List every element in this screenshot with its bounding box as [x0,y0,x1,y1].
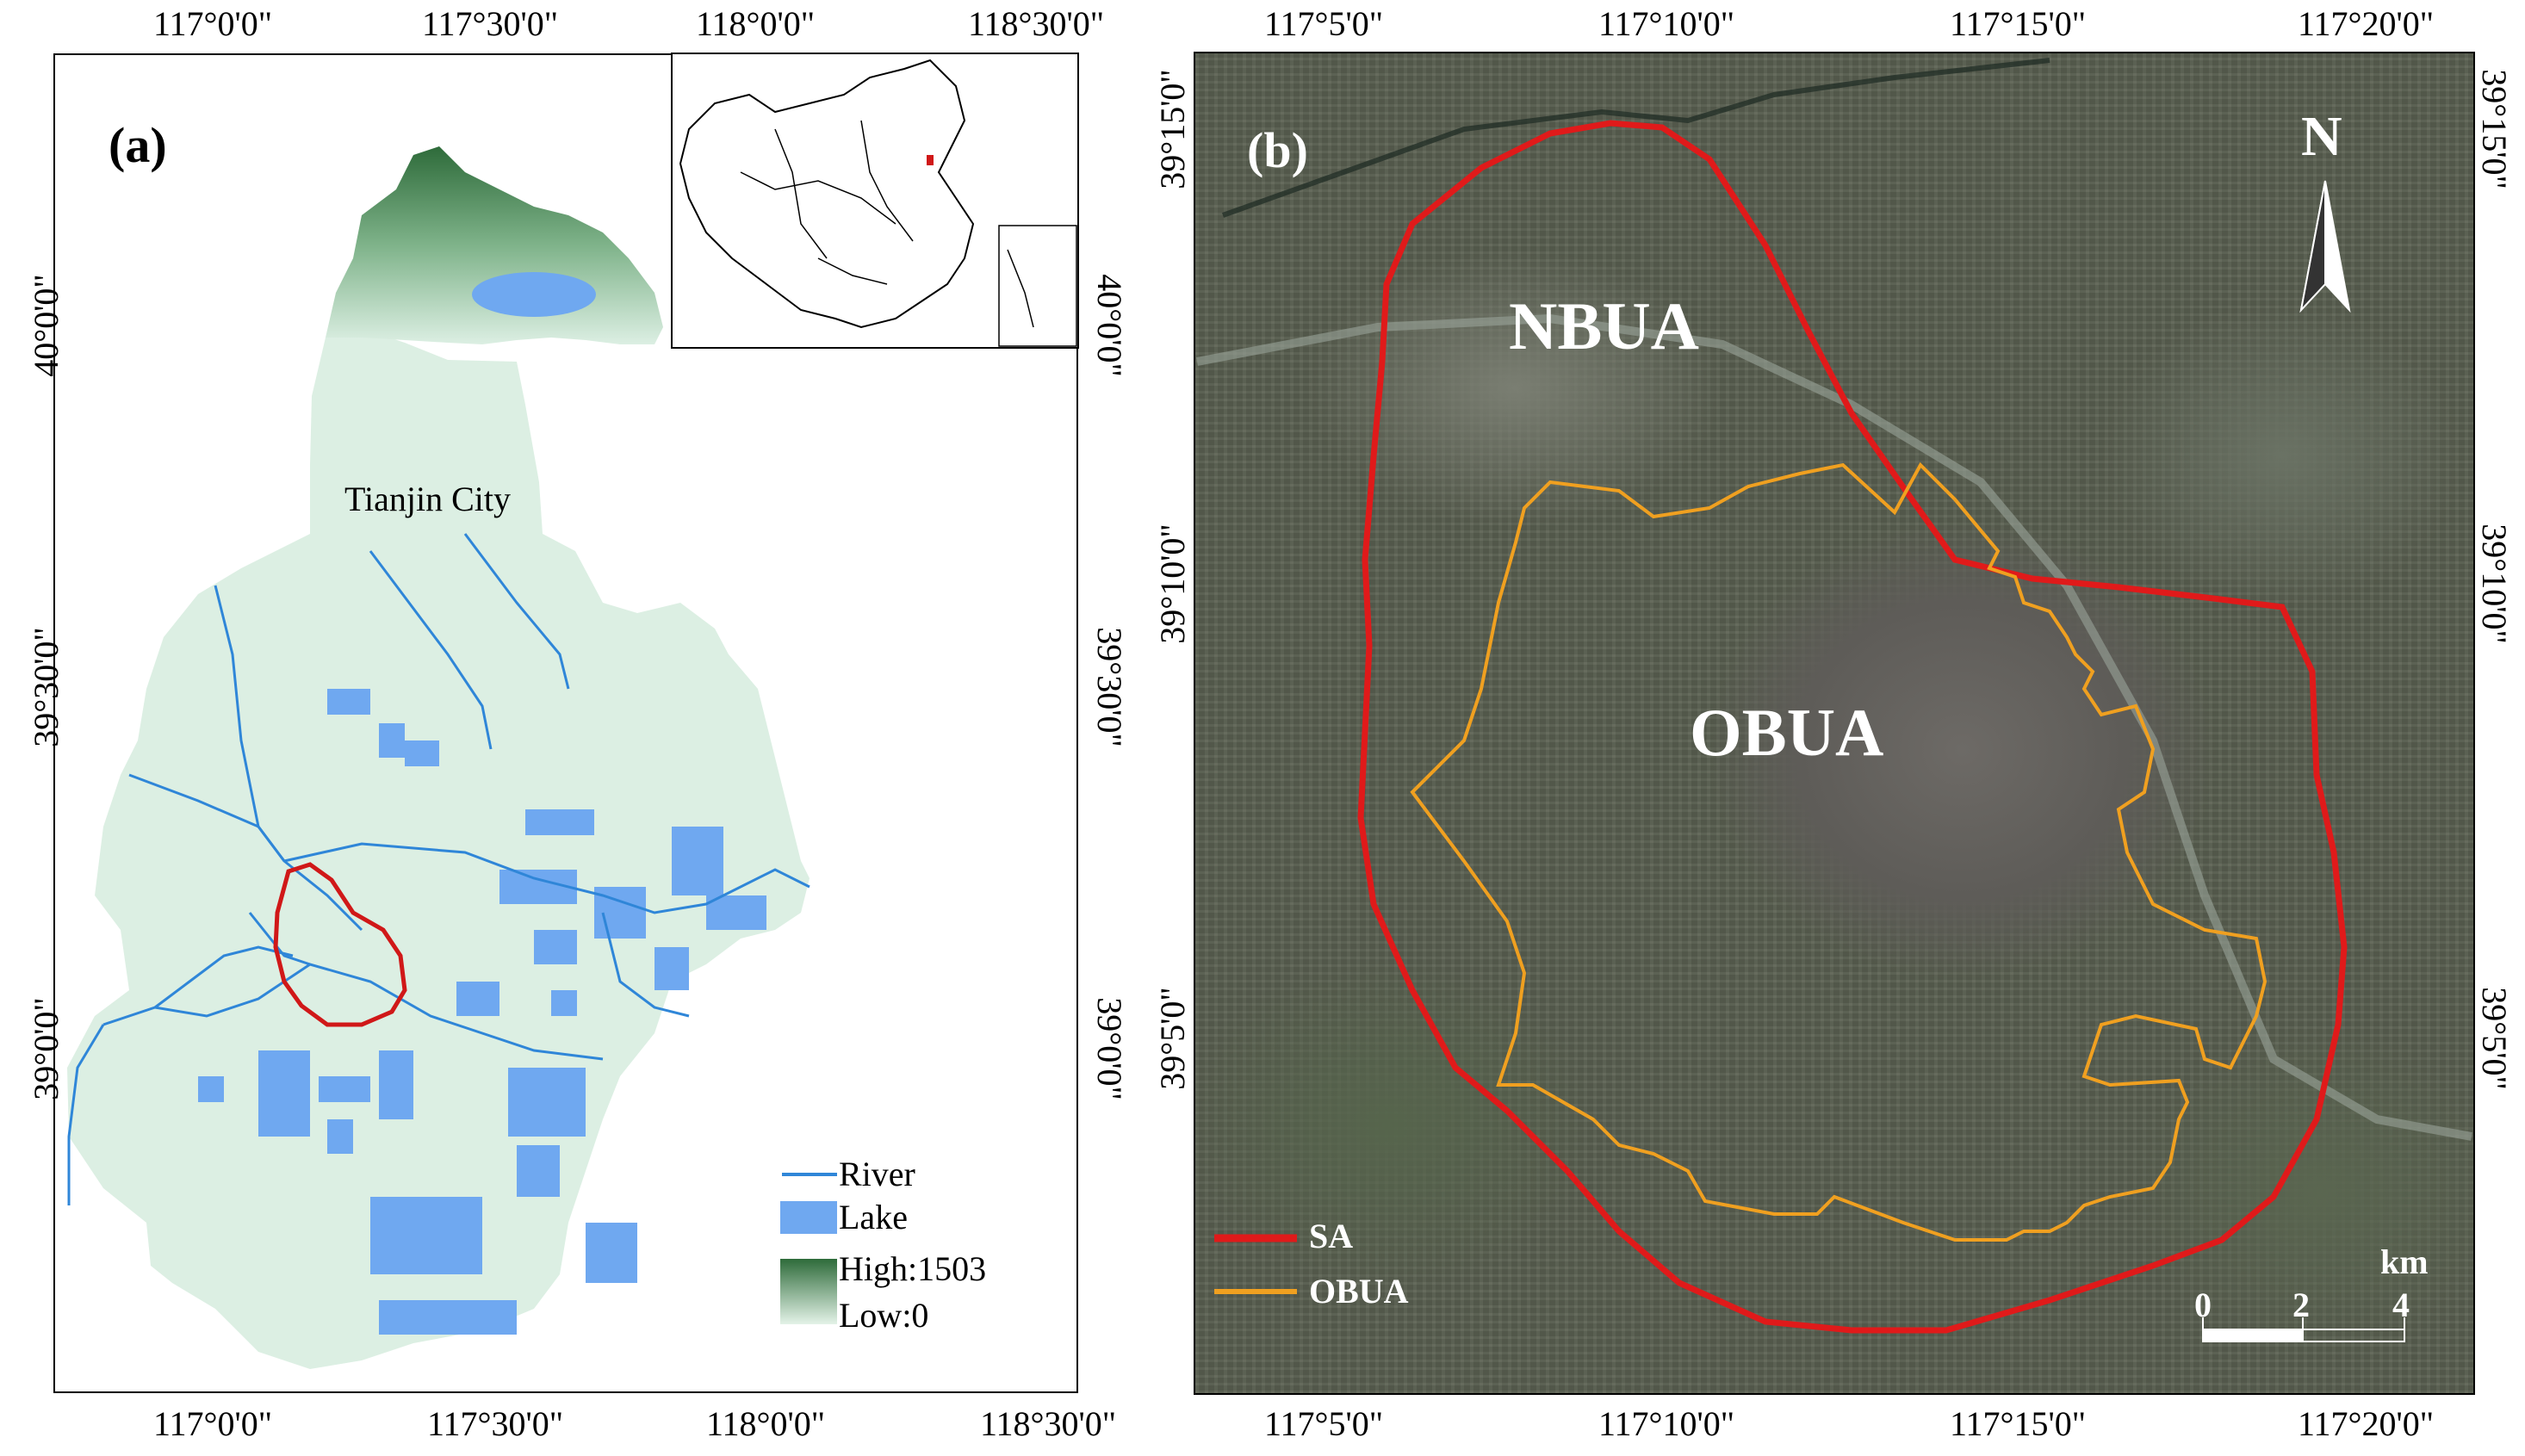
tianjin-city-label: Tianjin City [344,480,512,518]
panel-a-bottom-tick: 117°30'0" [427,1404,564,1443]
panel-b-left-tick: 39°5'0" [1153,987,1192,1090]
panel-b-left-tick: 39°15'0" [1153,69,1192,189]
panel-a-bottom-tick: 117°0'0" [153,1404,273,1443]
panel-a-left-tick: 39°0'0" [27,997,65,1100]
legend-sa-label: SA [1309,1217,1354,1255]
panel-b-top-tick: 117°5'0" [1264,4,1384,43]
legend-high-label: High:1503 [839,1249,987,1288]
panel-b-bottom-tick: 117°15'0" [1950,1404,2087,1443]
panel-b-top-tick: 117°10'0" [1598,4,1735,43]
panel-a-right-tick: 40°0'0" [1090,274,1129,377]
panel-a-left-tick: 39°30'0" [27,627,65,747]
panel-b-label: (b) [1247,122,1308,178]
panel-a-bottom-tick: 118°30'0" [980,1404,1117,1443]
nbua-label: NBUA [1509,288,1700,363]
panel-b-bottom-tick: 117°20'0" [2298,1404,2435,1443]
panel-b-top-tick: 117°15'0" [1950,4,2087,43]
north-arrow-label: N [2301,105,2342,168]
legend-lake-label: Lake [839,1198,908,1236]
panel-b-bottom-tick: 117°10'0" [1598,1404,1735,1443]
panel-a-label: (a) [109,117,167,173]
scale-label-2: 2 [2292,1286,2310,1324]
scale-unit-label: km [2380,1242,2429,1281]
scale-label-0: 0 [2194,1286,2212,1324]
panel-a-top-tick: 118°30'0" [968,4,1105,43]
panel-b-bottom-tick: 117°5'0" [1264,1404,1384,1443]
scale-label-4: 4 [2392,1286,2410,1324]
panel-a-top-tick: 118°0'0" [696,4,816,43]
panel-b-top-tick: 117°20'0" [2298,4,2435,43]
panel-a-right-tick: 39°0'0" [1090,997,1129,1100]
panel-b-left-tick: 39°10'0" [1153,524,1192,644]
panel-a-right-tick: 39°30'0" [1090,627,1129,747]
panel-a-left-tick: 40°0'0" [27,274,65,377]
panel-b-right-tick: 39°15'0" [2475,69,2514,189]
panel-b-frame [1194,52,2475,1395]
panel-b-right-tick: 39°5'0" [2475,987,2514,1090]
obua-label: OBUA [1690,695,1884,770]
panel-a-frame [53,53,1078,1393]
panel-a-top-tick: 117°30'0" [422,4,559,43]
legend-obua-label: OBUA [1309,1272,1409,1310]
legend-river-label: River [839,1155,915,1193]
legend-low-label: Low:0 [839,1296,929,1335]
panel-b-right-tick: 39°10'0" [2475,524,2514,644]
panel-a-top-tick: 117°0'0" [153,4,273,43]
panel-a-bottom-tick: 118°0'0" [706,1404,826,1443]
